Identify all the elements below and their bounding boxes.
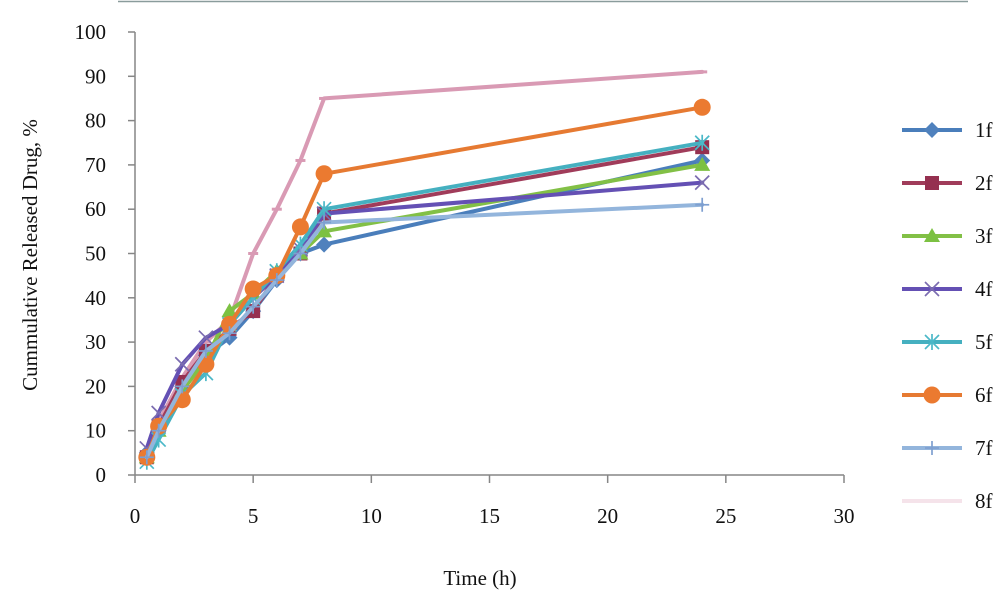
series-8f xyxy=(141,69,708,460)
x-tick-label: 5 xyxy=(248,504,259,528)
legend-swatch-marker xyxy=(924,281,940,297)
x-tick-label: 0 xyxy=(130,504,141,528)
legend-label: 8f xyxy=(975,489,993,513)
data-point-7f xyxy=(317,215,332,230)
data-point-3f xyxy=(316,223,333,238)
data-point-6f xyxy=(693,98,711,116)
x-tick-label: 30 xyxy=(834,504,855,528)
y-tick-label: 100 xyxy=(75,20,107,44)
x-axis-title: Time (h) xyxy=(443,566,516,590)
y-tick-label: 0 xyxy=(96,463,107,487)
series-line-7f xyxy=(144,202,705,460)
legend-entry-7f: 7f xyxy=(902,436,993,460)
data-point-4f xyxy=(694,175,710,191)
legend-label: 1f xyxy=(975,118,993,142)
x-tick-label: 20 xyxy=(597,504,618,528)
legend-label: 2f xyxy=(975,171,993,195)
legend-entry-6f: 6f xyxy=(902,383,993,407)
x-tick-label: 10 xyxy=(361,504,382,528)
data-point-7f xyxy=(222,326,237,341)
data-point-1f xyxy=(316,236,333,253)
x-tick-label: 15 xyxy=(479,504,500,528)
y-tick-label: 10 xyxy=(85,419,106,443)
y-tick-label: 40 xyxy=(85,286,106,310)
y-axis-title: Cummulative Released Drug, % xyxy=(18,119,42,391)
axis-ticks: 0 10 20 30 40 50 60 70 80 90 100 0 5 10 15 20 25 30 xyxy=(75,20,855,528)
data-point-3f xyxy=(694,156,711,171)
series-7f xyxy=(139,197,710,465)
legend-label: 3f xyxy=(975,224,993,248)
legend-label: 7f xyxy=(975,436,993,460)
data-point-6f xyxy=(315,165,333,183)
legend-entry-1f: 1f xyxy=(902,118,993,142)
legend-label: 6f xyxy=(975,383,993,407)
legend-swatch-marker xyxy=(924,334,940,350)
legend-label: 4f xyxy=(975,277,993,301)
y-tick-label: 50 xyxy=(85,242,106,266)
series-line-5f xyxy=(144,140,705,464)
y-tick-label: 80 xyxy=(85,109,106,133)
legend-swatch-marker xyxy=(924,228,940,242)
legend-label: 5f xyxy=(975,330,993,354)
legend-swatch-marker xyxy=(925,441,939,455)
y-tick-label: 60 xyxy=(85,197,106,221)
x-tick-label: 25 xyxy=(715,504,736,528)
series-1f xyxy=(138,152,711,461)
legend-entry-4f: 4f xyxy=(902,277,993,301)
y-tick-label: 90 xyxy=(85,64,106,88)
legend-entry-5f: 5f xyxy=(902,330,993,354)
legend-entry-2f: 2f xyxy=(902,171,993,195)
series-6f xyxy=(138,98,711,466)
data-point-4f xyxy=(198,330,214,346)
legend-swatch-marker xyxy=(923,386,941,404)
y-tick-label: 30 xyxy=(85,330,106,354)
data-point-3f xyxy=(221,303,238,318)
data-point-4f xyxy=(151,405,167,421)
series-3f xyxy=(138,156,711,464)
data-point-7f xyxy=(139,450,154,465)
data-point-5f xyxy=(694,134,710,151)
data-point-7f xyxy=(198,343,213,358)
data-point-4f xyxy=(174,356,190,372)
data-point-7f xyxy=(695,197,710,212)
y-tick-label: 70 xyxy=(85,153,106,177)
data-point-7f xyxy=(246,299,261,314)
legend-swatch-marker xyxy=(925,176,939,190)
series-line-2f xyxy=(144,145,705,460)
series-5f xyxy=(139,134,710,470)
data-point-7f xyxy=(269,273,284,288)
legend-entry-8f: 8f xyxy=(902,489,993,513)
legend-entry-3f: 3f xyxy=(902,224,993,248)
data-point-7f xyxy=(175,379,190,394)
data-point-7f xyxy=(293,246,308,261)
legend: 1f 2f 3f 4f 5f 6f 7f 8f xyxy=(902,118,993,513)
y-tick-label: 20 xyxy=(85,374,106,398)
legend-swatch-marker xyxy=(924,122,940,138)
data-point-6f xyxy=(244,280,262,298)
plot-area xyxy=(138,69,711,470)
data-point-5f xyxy=(316,201,332,218)
data-point-6f xyxy=(291,218,309,236)
series-line-8f xyxy=(144,69,705,460)
series-line-6f xyxy=(144,105,705,460)
data-point-7f xyxy=(151,423,166,438)
